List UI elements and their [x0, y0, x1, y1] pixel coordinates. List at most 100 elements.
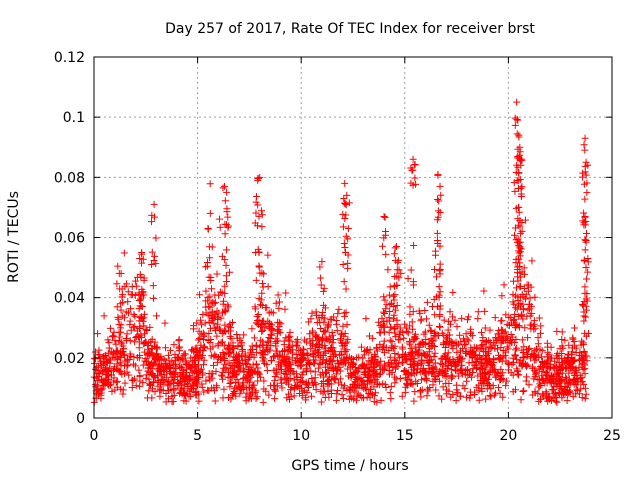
data-point — [312, 386, 320, 394]
data-point — [409, 352, 417, 360]
data-point — [175, 343, 183, 351]
data-point-streak — [224, 224, 232, 232]
data-point — [449, 390, 457, 398]
data-point — [334, 310, 342, 318]
data-point — [558, 369, 566, 377]
data-point — [220, 357, 228, 365]
data-point — [322, 327, 330, 335]
data-point — [351, 364, 359, 372]
data-point — [144, 346, 152, 354]
data-point — [565, 341, 573, 349]
data-point — [226, 333, 234, 341]
data-point-streak — [223, 246, 231, 254]
data-point — [428, 356, 436, 364]
data-point — [350, 388, 358, 396]
data-point — [302, 365, 310, 373]
data-point — [312, 308, 320, 316]
data-point — [431, 349, 439, 357]
data-point-streak — [516, 176, 524, 184]
data-point — [499, 369, 507, 377]
data-point — [131, 375, 139, 383]
data-point — [220, 342, 228, 350]
data-point-streak — [513, 130, 521, 138]
data-point — [467, 346, 475, 354]
data-point-spike — [341, 179, 349, 187]
data-point — [258, 280, 266, 288]
data-point — [417, 317, 425, 325]
data-point — [139, 317, 147, 325]
data-point — [153, 345, 161, 353]
data-point — [252, 387, 260, 395]
data-point — [464, 313, 472, 321]
data-point — [355, 365, 363, 373]
data-point — [191, 362, 199, 370]
data-point — [307, 345, 315, 353]
data-point — [302, 396, 310, 404]
data-point — [420, 330, 428, 338]
x-axis-label: GPS time / hours — [291, 458, 408, 474]
data-point — [231, 363, 239, 371]
data-point — [181, 378, 189, 386]
data-point — [487, 393, 495, 401]
data-point — [93, 385, 101, 393]
data-point — [147, 370, 155, 378]
data-point — [206, 338, 214, 346]
data-point-streak — [342, 285, 350, 293]
data-point — [513, 367, 521, 375]
data-point — [370, 366, 378, 374]
data-point — [424, 351, 432, 359]
data-point — [264, 338, 272, 346]
data-point — [128, 384, 136, 392]
data-point — [213, 358, 221, 366]
data-point — [114, 262, 122, 270]
data-point — [553, 398, 561, 406]
data-point — [348, 355, 356, 363]
data-point — [131, 312, 139, 320]
data-point — [271, 395, 279, 403]
data-point-streak — [317, 281, 325, 289]
data-point — [140, 339, 148, 347]
data-point — [143, 327, 151, 335]
data-point — [494, 330, 502, 338]
data-point — [454, 389, 462, 397]
data-point — [357, 343, 365, 351]
data-point-spike — [393, 243, 401, 251]
data-point — [136, 296, 144, 304]
data-point-streak — [381, 310, 389, 318]
data-point-streak — [410, 242, 418, 250]
data-point-spike — [380, 212, 388, 220]
data-point — [262, 304, 270, 312]
data-point — [353, 396, 361, 404]
data-point — [535, 364, 543, 372]
data-point — [136, 382, 144, 390]
data-point — [509, 298, 517, 306]
data-point — [133, 282, 141, 290]
data-point — [542, 371, 550, 379]
data-point-streak — [251, 305, 259, 313]
data-point-streak — [382, 250, 390, 258]
data-point — [479, 340, 487, 348]
data-point-streak — [580, 141, 588, 149]
data-point — [422, 315, 430, 323]
data-point — [465, 359, 473, 367]
data-point — [229, 369, 237, 377]
data-point — [553, 327, 561, 335]
data-point — [558, 375, 566, 383]
data-point-streak — [580, 209, 588, 217]
data-point — [126, 321, 134, 329]
data-point — [537, 382, 545, 390]
data-point — [487, 339, 495, 347]
data-point — [274, 291, 282, 299]
data-point — [458, 365, 466, 373]
data-point-streak — [581, 283, 589, 291]
data-point — [568, 344, 576, 352]
data-point — [165, 363, 173, 371]
data-point — [113, 377, 121, 385]
data-point — [386, 336, 394, 344]
tick-labels: 0 5 10 15 20 25 0 0.02 0.04 0.06 0.08 0.1 0.12 — [54, 50, 621, 444]
data-point — [344, 365, 352, 373]
data-point — [418, 339, 426, 347]
data-point — [294, 382, 302, 390]
data-point — [562, 373, 570, 381]
data-point — [511, 346, 519, 354]
